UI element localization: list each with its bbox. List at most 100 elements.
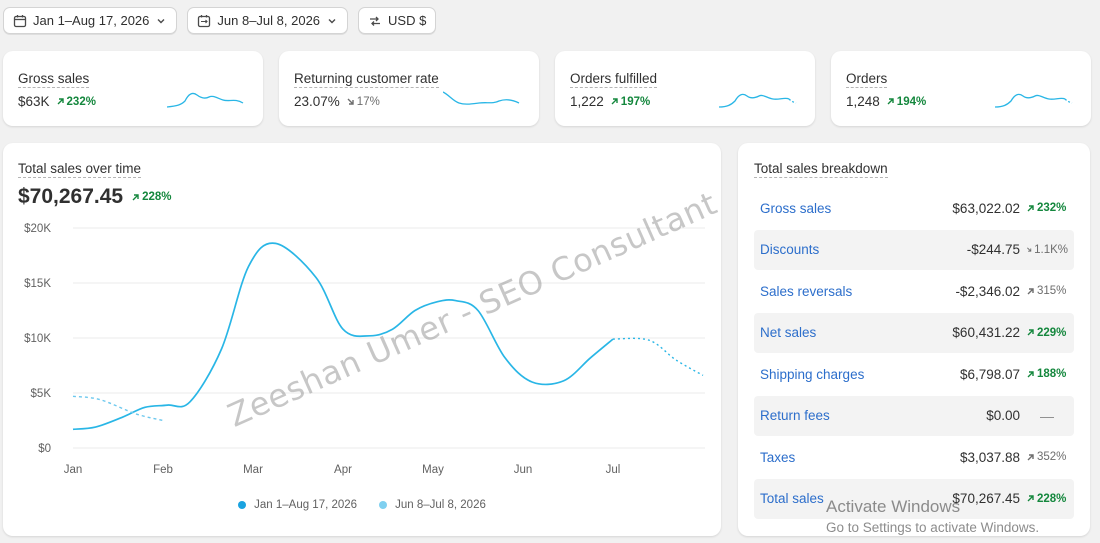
metric-title: Returning customer rate [294, 71, 439, 88]
chevron-down-icon [157, 18, 165, 23]
chart-legend: Jan 1–Aug 17, 2026 Jun 8–Jul 8, 2026 [3, 499, 721, 511]
y-tick-label: $10K [24, 333, 51, 345]
metric-delta-value: 197% [620, 95, 651, 108]
chart-title[interactable]: Total sales over time [18, 161, 142, 178]
breakdown-delta-value: 315% [1037, 285, 1067, 297]
metric-value: 1,222 [570, 94, 604, 109]
breakdown-value: $0.00 [986, 408, 1020, 423]
metric-card-gross-sales[interactable]: Gross sales $63K 232% [3, 51, 263, 126]
y-tick-label: $15K [24, 278, 51, 290]
breakdown-link[interactable]: Net sales [760, 325, 817, 340]
metric-value: $63K [18, 94, 50, 109]
arrow-up-right-icon [1027, 204, 1034, 211]
breakdown-row-gross-sales: Gross sales $63,022.02 232% [754, 188, 1074, 228]
arrow-down-right-icon [347, 98, 354, 105]
breakdown-delta: 352% [1026, 451, 1068, 463]
metric-cards: Gross sales $63K 232% Returning customer… [3, 51, 1091, 126]
breakdown-delta-value: 228% [1037, 492, 1067, 505]
breakdown-delta-value: 229% [1037, 326, 1067, 339]
metric-delta: 194% [886, 96, 926, 108]
arrow-up-right-icon [132, 193, 139, 200]
breakdown-link[interactable]: Return fees [760, 408, 830, 423]
legend-dot-current [238, 501, 247, 509]
metric-delta: 197% [610, 96, 650, 108]
arrow-up-right-icon [611, 98, 618, 105]
breakdown-row-discounts: Discounts -$244.75 1.1K% [754, 229, 1074, 270]
filter-bar: Jan 1–Aug 17, 2026 Jun 8–Jul 8, 2026 USD… [3, 7, 437, 34]
breakdown-link[interactable]: Total sales [760, 491, 824, 506]
breakdown-link[interactable]: Sales reversals [760, 283, 853, 299]
metric-card-returning-customer-rate[interactable]: Returning customer rate 23.07% 17% [279, 51, 539, 126]
metric-value: 23.07% [294, 94, 340, 109]
calendar-icon [13, 14, 27, 27]
metric-delta-value: 17% [356, 95, 380, 108]
date-range-label: Jan 1–Aug 17, 2026 [33, 13, 150, 28]
currency-selector[interactable]: USD $ [358, 7, 437, 34]
arrow-up-right-icon [1027, 495, 1034, 502]
breakdown-delta-empty: — [1040, 407, 1054, 424]
arrow-up-right-icon [1027, 370, 1034, 377]
legend-label: Jun 8–Jul 8, 2026 [395, 499, 486, 511]
series-line-current [72, 242, 614, 431]
sales-chart-card: Total sales over time $70,267.45 228% $0… [3, 143, 721, 536]
chart-total-delta-value: 228% [142, 191, 172, 203]
metric-title: Orders fulfilled [570, 71, 658, 88]
metric-card-orders-fulfilled[interactable]: Orders fulfilled 1,222 197% [555, 51, 815, 126]
breakdown-delta: 232% [1026, 202, 1068, 214]
breakdown-value: -$2,346.02 [955, 283, 1020, 299]
chevron-down-icon [328, 18, 336, 23]
series-line-comparison [72, 395, 164, 422]
y-tick-label: $5K [31, 388, 52, 400]
calendar-compare-icon [198, 14, 211, 27]
breakdown-delta: 315% [1026, 285, 1068, 297]
breakdown-link[interactable]: Discounts [760, 242, 820, 257]
chart-total-delta: 228% [131, 191, 172, 203]
compare-range-picker[interactable]: Jun 8–Jul 8, 2026 [187, 7, 349, 34]
breakdown-row-net-sales: Net sales $60,431.22 229% [754, 312, 1074, 353]
arrow-up-right-icon [1027, 453, 1034, 460]
breakdown-delta-value: 1.1K% [1034, 243, 1068, 256]
arrow-up-right-icon [887, 98, 894, 105]
currency-exchange-icon [370, 16, 381, 26]
y-tick-label: $20K [24, 223, 51, 235]
breakdown-row-total-sales: Total sales $70,267.45 228% [754, 478, 1074, 519]
metric-delta-value: 232% [66, 95, 96, 108]
breakdown-value: $3,037.88 [959, 449, 1020, 465]
breakdown-value: $60,431.22 [952, 325, 1020, 340]
breakdown-delta-value: 188% [1037, 368, 1067, 380]
x-tick-label: Jan [64, 464, 83, 476]
breakdown-link[interactable]: Taxes [760, 449, 796, 465]
chart-total-value: $70,267.45 [18, 185, 124, 208]
sparkline-chart [719, 93, 797, 108]
series-line-current-projection [612, 337, 704, 377]
sales-breakdown-card: Total sales breakdown Gross sales $63,02… [738, 143, 1090, 536]
x-tick-label: May [422, 464, 444, 476]
breakdown-link[interactable]: Shipping charges [760, 366, 865, 382]
breakdown-delta: 229% [1026, 327, 1068, 339]
breakdown-delta-value: 232% [1037, 202, 1067, 214]
breakdown-title[interactable]: Total sales breakdown [754, 161, 888, 178]
metric-value: 1,248 [846, 94, 880, 109]
legend-item-comparison[interactable]: Jun 8–Jul 8, 2026 [379, 499, 486, 511]
breakdown-value: $6,798.07 [959, 366, 1020, 382]
compare-range-label: Jun 8–Jul 8, 2026 [217, 13, 321, 28]
legend-item-current[interactable]: Jan 1–Aug 17, 2026 [238, 499, 357, 511]
x-tick-label: Apr [334, 464, 352, 476]
breakdown-delta: 228% [1026, 493, 1068, 505]
arrow-up-right-icon [1027, 329, 1034, 336]
breakdown-link[interactable]: Gross sales [760, 200, 832, 216]
breakdown-list: Gross sales $63,022.02 232% Discounts -$… [754, 188, 1074, 520]
date-range-picker[interactable]: Jan 1–Aug 17, 2026 [3, 7, 178, 34]
metric-delta: 232% [56, 96, 96, 108]
x-tick-label: Jul [606, 464, 621, 476]
sparkline-chart [167, 92, 244, 108]
breakdown-row-taxes: Taxes $3,037.88 352% [754, 437, 1074, 477]
breakdown-delta: 188% [1026, 368, 1068, 380]
metric-delta: 17% [346, 96, 380, 108]
x-tick-label: Jun [514, 464, 533, 476]
arrow-down-right-icon [1027, 247, 1032, 252]
x-tick-label: Mar [243, 464, 263, 476]
breakdown-delta-value: 352% [1037, 451, 1067, 463]
metric-card-orders[interactable]: Orders 1,248 194% [831, 51, 1091, 126]
metric-title: Gross sales [18, 71, 90, 88]
